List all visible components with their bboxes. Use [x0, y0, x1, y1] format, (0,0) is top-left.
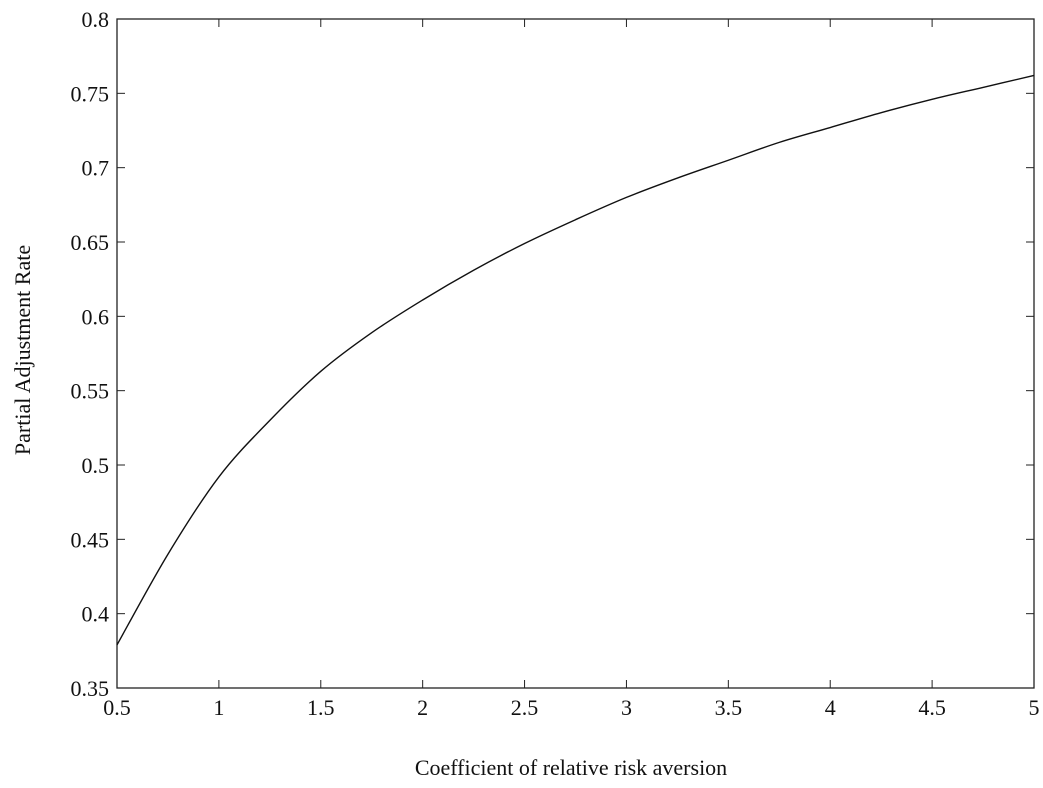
x-tick-label: 0.5 — [103, 695, 131, 720]
series-line-0 — [116, 74, 1035, 646]
x-tick-label: 4.5 — [918, 695, 946, 720]
y-tick-label: 0.65 — [71, 230, 110, 255]
y-tick-label: 0.6 — [82, 304, 110, 329]
x-axis-ticks: 0.5 1 1.5 2 2.5 3 3.5 4 4.5 5 — [103, 19, 1040, 720]
x-tick-label: 1 — [213, 695, 224, 720]
x-tick-label: 4 — [825, 695, 836, 720]
x-tick-label: 2.5 — [511, 695, 539, 720]
x-tick-label: 1.5 — [307, 695, 335, 720]
x-tick-label: 2 — [417, 695, 428, 720]
y-tick-label: 0.45 — [71, 527, 110, 552]
y-tick-label: 0.4 — [82, 602, 110, 627]
y-axis-ticks: 0.35 0.4 0.45 0.5 0.55 0.6 0.65 0.7 0.75 0.8 — [71, 7, 1034, 701]
y-tick-label: 0.8 — [82, 7, 110, 32]
y-tick-label: 0.7 — [82, 156, 110, 181]
x-tick-label: 3.5 — [715, 695, 743, 720]
x-axis-label: Coefficient of relative risk aversion — [415, 755, 727, 780]
y-tick-label: 0.75 — [71, 81, 110, 106]
plot-area — [116, 18, 1035, 689]
y-axis-label: Partial Adjustment Rate — [10, 245, 35, 455]
x-tick-label: 5 — [1029, 695, 1040, 720]
x-tick-label: 3 — [621, 695, 632, 720]
plot-frame — [116, 18, 1035, 689]
y-tick-label: 0.35 — [71, 676, 110, 701]
y-tick-label: 0.5 — [82, 453, 110, 478]
y-tick-label: 0.55 — [71, 379, 110, 404]
